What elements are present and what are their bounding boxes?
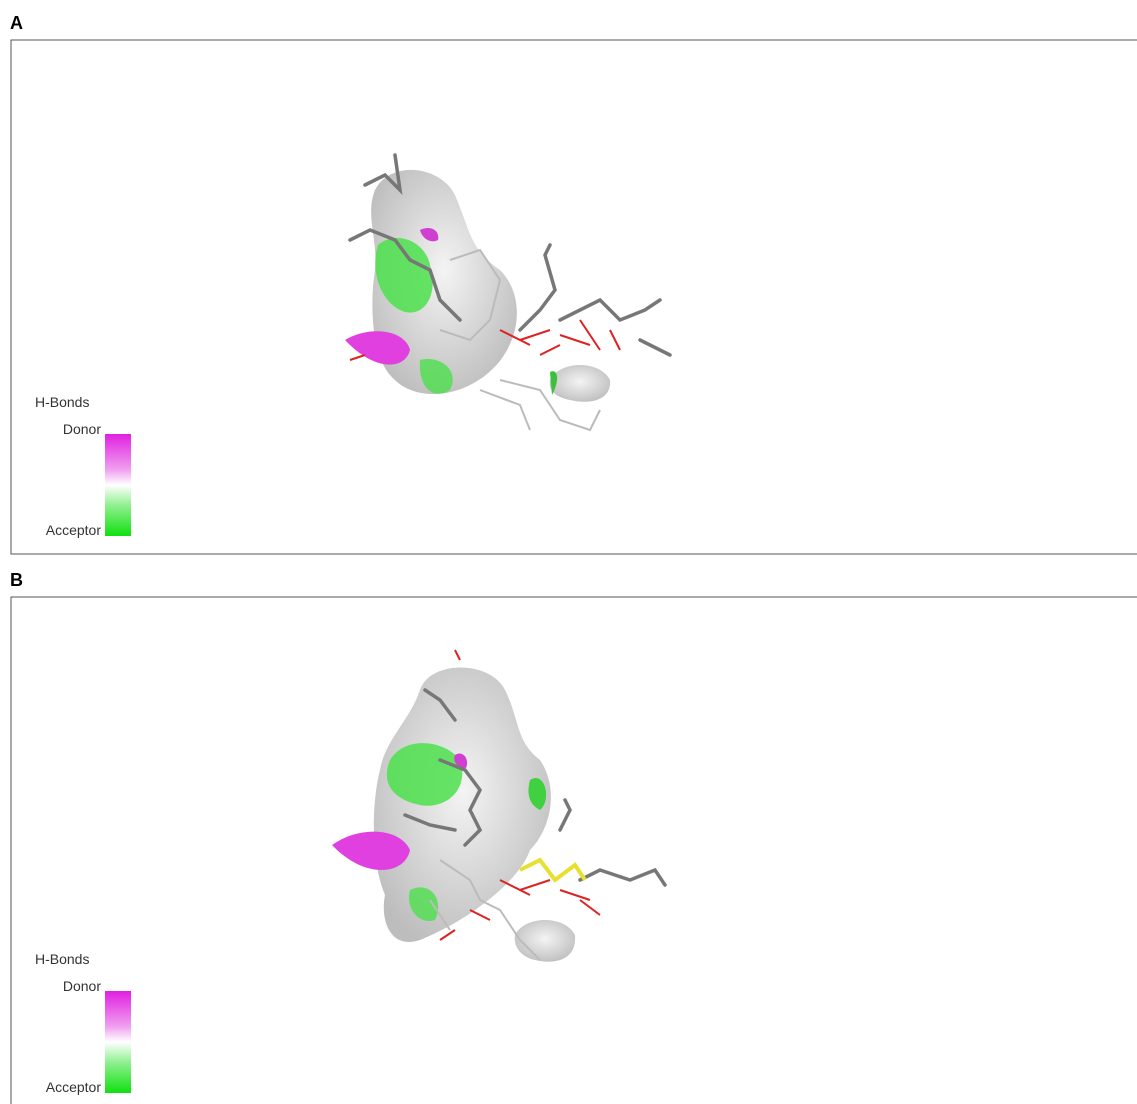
- panel-label: A: [10, 13, 23, 33]
- legend-top: Donor: [63, 421, 101, 437]
- panel-label: B: [10, 570, 23, 590]
- figure: A H-Bonds Donor Acceptor B H-Bonds Donor…: [0, 0, 1137, 1104]
- molecule-render: [345, 155, 670, 430]
- legend-gradient: [105, 991, 131, 1093]
- legend-top: Donor: [63, 978, 101, 994]
- panel-frame: [11, 40, 1137, 554]
- molecule-render: [332, 650, 665, 962]
- legend-bottom: Acceptor: [46, 522, 102, 538]
- panel-frame: [11, 597, 1137, 1104]
- legend-gradient: [105, 434, 131, 536]
- panel-b: B H-Bonds Donor Acceptor: [10, 570, 1137, 1104]
- panel-a: A H-Bonds Donor Acceptor: [10, 13, 1137, 554]
- legend-title: H-Bonds: [35, 951, 89, 967]
- page: A H-Bonds Donor Acceptor B H-Bonds Donor…: [0, 0, 1137, 1104]
- legend-bottom: Acceptor: [46, 1079, 102, 1095]
- legend-title: H-Bonds: [35, 394, 89, 410]
